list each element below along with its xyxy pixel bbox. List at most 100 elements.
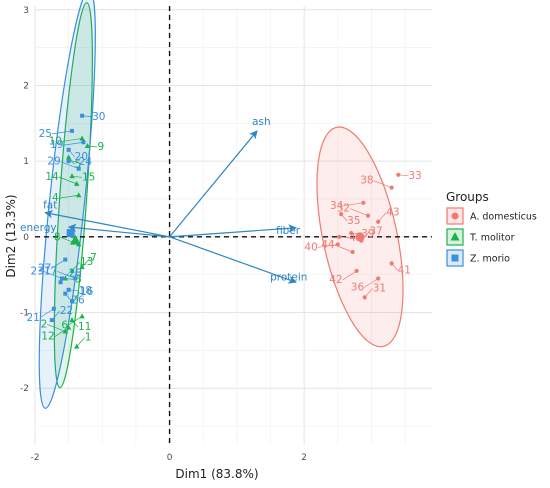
point-label: 1 xyxy=(85,332,92,344)
point-label: 5 xyxy=(75,158,82,170)
centroid-marker xyxy=(355,232,365,242)
point-label: 16 xyxy=(80,286,94,298)
point-label: 25 xyxy=(39,128,52,140)
point-label: 23 xyxy=(31,265,44,277)
point-connector xyxy=(334,244,353,253)
point-label: 28 xyxy=(69,267,82,279)
x-axis-title: Dim1 (83.8%) xyxy=(175,467,258,481)
point-label: 34 xyxy=(330,200,344,212)
point-label: 12 xyxy=(41,331,54,343)
point-label: 20 xyxy=(75,151,88,163)
point-connector xyxy=(343,202,364,207)
vector-label-fiber: fiber xyxy=(276,225,301,237)
vector-label-ash: ash xyxy=(252,116,271,128)
y-tick-label: -1 xyxy=(20,309,29,319)
point-label: 38 xyxy=(360,175,373,187)
point-connector xyxy=(58,176,77,185)
point-label: 2 xyxy=(41,318,48,330)
data-point xyxy=(376,276,381,281)
data-point xyxy=(69,173,75,179)
data-point xyxy=(389,261,394,266)
point-label: 19 xyxy=(50,139,63,151)
point-label: 42 xyxy=(329,274,342,286)
data-point xyxy=(349,230,354,236)
data-point xyxy=(365,213,371,218)
point-label: 3 xyxy=(75,273,82,285)
vector-label-protein: protein xyxy=(270,271,307,283)
confidence-ellipses xyxy=(38,0,404,409)
data-point xyxy=(74,180,80,186)
y-tick-label: 0 xyxy=(23,233,29,243)
point-connector xyxy=(81,257,91,268)
data-point xyxy=(70,128,75,133)
data-point xyxy=(79,135,85,141)
point-label: 41 xyxy=(398,264,411,276)
point-label: 18 xyxy=(79,285,92,297)
y-tick-label: 3 xyxy=(23,6,29,16)
point-label: 14 xyxy=(45,171,59,183)
point-label: 4 xyxy=(52,192,59,204)
data-point xyxy=(76,192,82,198)
vector-energy xyxy=(67,223,170,238)
data-point xyxy=(350,249,355,255)
data-point xyxy=(396,172,401,177)
data-point xyxy=(362,295,367,300)
legend-label: A. domesticus xyxy=(470,212,537,223)
data-point xyxy=(63,291,68,296)
data-point xyxy=(361,200,366,205)
data-point xyxy=(62,328,68,334)
point-connector xyxy=(62,138,83,142)
vector-fat xyxy=(44,209,170,238)
y-tick-label: -2 xyxy=(20,384,29,394)
variable-vectors: ash fiber protein fat energy xyxy=(20,116,307,284)
centroid-marker xyxy=(69,234,81,245)
point-connector xyxy=(349,208,369,216)
point-connector xyxy=(342,270,357,281)
data-point xyxy=(66,287,71,292)
data-point xyxy=(69,317,75,323)
data-point xyxy=(70,299,75,304)
point-label: 7 xyxy=(90,252,97,264)
vector-ash xyxy=(169,130,258,238)
legend-key-marker xyxy=(450,232,460,241)
data-point xyxy=(66,147,71,152)
point-label: 32 xyxy=(337,203,350,215)
vector-protein xyxy=(169,236,297,284)
data-point xyxy=(69,267,75,273)
reference-lines xyxy=(35,6,432,445)
legend-key-marker xyxy=(451,212,459,220)
data-point xyxy=(58,280,63,285)
legend-label: Z. morio xyxy=(470,254,510,265)
vector-label-energy: energy xyxy=(20,222,57,234)
point-label: 26 xyxy=(71,295,85,307)
centroid-marker xyxy=(66,229,75,238)
point-connector xyxy=(43,271,63,279)
data-point xyxy=(51,306,56,311)
data-point xyxy=(376,219,381,224)
point-label: 17 xyxy=(44,265,57,277)
point-label: 24 xyxy=(79,156,93,168)
ellipse-tmolitor xyxy=(53,2,93,389)
data-point xyxy=(74,343,80,349)
data-point xyxy=(80,113,85,118)
point-connector xyxy=(76,337,85,347)
point-label: 10 xyxy=(49,135,62,147)
data-point xyxy=(66,159,71,164)
vector-label-fat: fat xyxy=(43,200,57,212)
point-connector xyxy=(317,244,338,248)
data-point xyxy=(59,276,64,281)
y-tick-label: 2 xyxy=(23,81,29,91)
data-point xyxy=(81,140,86,145)
individual-points: 3132333435363738394041424344451234567891… xyxy=(26,111,422,349)
point-label: 9 xyxy=(97,141,104,153)
point-label: 11 xyxy=(78,321,91,333)
point-label: 31 xyxy=(373,282,386,294)
data-point xyxy=(65,324,72,330)
point-connector xyxy=(63,141,84,146)
data-point xyxy=(337,234,342,239)
point-label: 13 xyxy=(80,256,93,268)
data-point xyxy=(76,166,81,171)
legend: Groups A. domesticus T. molitor Z. morio xyxy=(446,190,537,267)
